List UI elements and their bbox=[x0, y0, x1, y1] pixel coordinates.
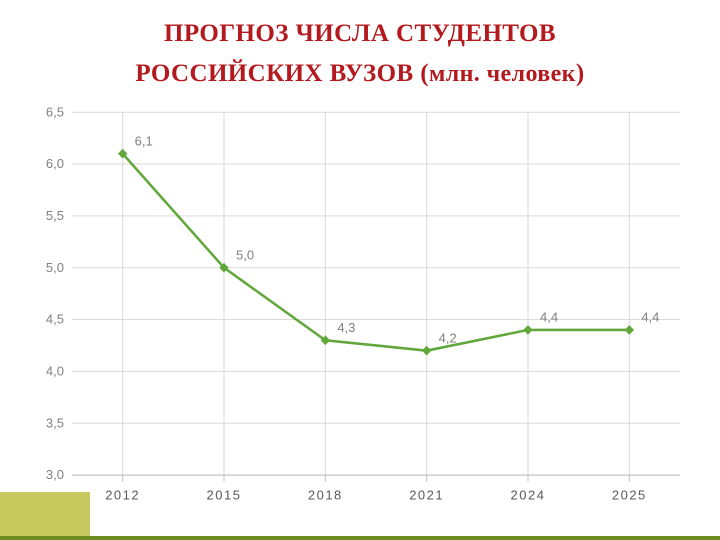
x-tick-label: 2015 bbox=[207, 488, 242, 503]
point-label: 4,2 bbox=[439, 330, 457, 345]
point-label: 4,4 bbox=[540, 310, 558, 325]
data-point-marker bbox=[625, 326, 633, 334]
y-tick-label: 4,0 bbox=[46, 363, 64, 378]
y-tick-label: 6,5 bbox=[46, 104, 64, 119]
line-chart: 3,0 3,5 4,0 4,5 5,0 5,5 6,0 6,5 2012 2015 2018 2021… bbox=[32, 104, 692, 514]
x-tick-label: 2024 bbox=[511, 488, 546, 503]
title-line-2a: РОССИЙСКИХ ВУЗОВ ( bbox=[135, 60, 429, 87]
point-label: 4,4 bbox=[641, 310, 659, 325]
point-label: 6,1 bbox=[135, 133, 153, 148]
accent-bar bbox=[0, 492, 90, 536]
x-tick-label: 2012 bbox=[105, 488, 140, 503]
x-tick-label: 2025 bbox=[612, 488, 647, 503]
title-line-1: ПРОГНОЗ ЧИСЛА СТУДЕНТОВ bbox=[164, 20, 556, 47]
point-label: 5,0 bbox=[236, 247, 254, 262]
y-tick-label: 4,5 bbox=[46, 311, 64, 326]
x-tick-label: 2018 bbox=[308, 488, 343, 503]
title-unit: млн. человек bbox=[429, 61, 576, 87]
x-tick-label: 2021 bbox=[409, 488, 444, 503]
chart-title: ПРОГНОЗ ЧИСЛА СТУДЕНТОВ РОССИЙСКИХ ВУЗОВ… bbox=[0, 0, 720, 94]
data-point-marker bbox=[423, 347, 431, 355]
y-tick-label: 3,5 bbox=[46, 415, 64, 430]
y-tick-label: 3,0 bbox=[46, 467, 64, 482]
y-tick-label: 5,0 bbox=[46, 260, 64, 275]
point-label: 4,3 bbox=[337, 320, 355, 335]
y-tick-label: 5,5 bbox=[46, 208, 64, 223]
data-point-marker bbox=[524, 326, 532, 334]
y-tick-label: 6,0 bbox=[46, 156, 64, 171]
title-line-2b: ) bbox=[576, 60, 585, 87]
